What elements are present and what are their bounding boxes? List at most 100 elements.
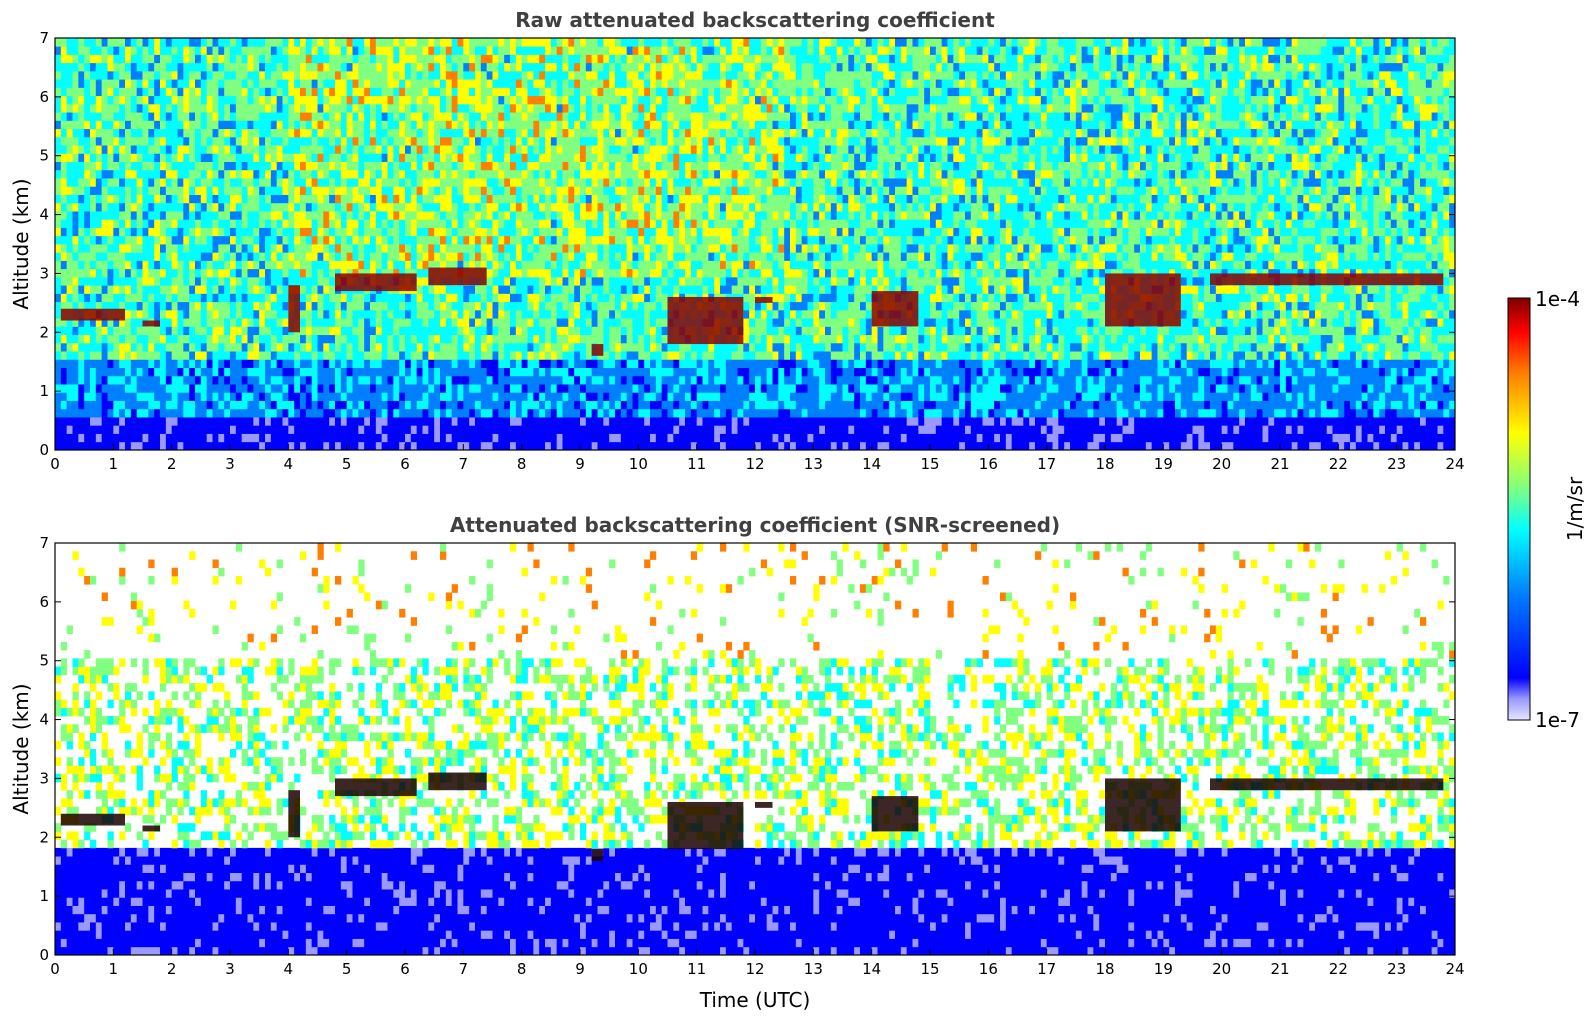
- heatmap-cell: [550, 285, 558, 294]
- heatmap-cell: [55, 169, 62, 179]
- heatmap-cell: [212, 293, 219, 303]
- heatmap-cell: [545, 161, 552, 171]
- heatmap-cell: [125, 202, 132, 212]
- heatmap-cell: [562, 318, 569, 327]
- heatmap-cell: [585, 293, 593, 303]
- heatmap-cell: [125, 136, 132, 146]
- heatmap-cell: [218, 153, 225, 162]
- heatmap-cell: [381, 392, 388, 401]
- heatmap-cell: [375, 128, 383, 138]
- heatmap-cell: [300, 318, 307, 327]
- heatmap-cell: [119, 120, 126, 130]
- heatmap-cell: [282, 178, 289, 187]
- heatmap-cell: [165, 260, 173, 270]
- heatmap-cell: [568, 384, 575, 393]
- heatmap-cell: [60, 120, 68, 130]
- heatmap-cell: [498, 244, 505, 253]
- heatmap-cell: [556, 161, 563, 171]
- heatmap-cell: [498, 161, 505, 171]
- heatmap-cell: [504, 178, 511, 187]
- heatmap-cell: [300, 169, 307, 179]
- heatmap-cell: [632, 145, 639, 154]
- heatmap-cell: [340, 79, 348, 88]
- heatmap-cell: [230, 384, 237, 393]
- heatmap-cell: [550, 400, 558, 410]
- heatmap-cell: [294, 227, 301, 237]
- heatmap-cell: [393, 169, 400, 179]
- heatmap-cell: [387, 161, 394, 171]
- heatmap-cell: [95, 334, 103, 344]
- heatmap-cell: [463, 120, 470, 130]
- heatmap-cell: [510, 268, 517, 278]
- heatmap-cell: [381, 95, 388, 105]
- heatmap-cell: [142, 112, 149, 121]
- heatmap-cell: [253, 145, 260, 154]
- heatmap-cell: [375, 384, 383, 393]
- heatmap-cell: [125, 161, 132, 171]
- heatmap-cell: [276, 136, 283, 146]
- heatmap-cell: [130, 136, 138, 146]
- heatmap-cell: [142, 186, 149, 195]
- heatmap-cell: [545, 252, 552, 261]
- heatmap-cell: [259, 95, 266, 105]
- heatmap-cell: [113, 359, 120, 368]
- heatmap-cell: [399, 79, 406, 88]
- heatmap-cell: [265, 375, 272, 385]
- heatmap-cell: [317, 38, 324, 47]
- heatmap-cell: [270, 145, 278, 154]
- heatmap-cell: [60, 392, 68, 401]
- heatmap-cell: [300, 178, 307, 187]
- heatmap-cell: [311, 285, 318, 294]
- heatmap-cell: [399, 211, 406, 220]
- heatmap-cell: [451, 433, 458, 443]
- heatmap-cell: [346, 342, 353, 352]
- heatmap-cell: [556, 211, 563, 220]
- heatmap-cell: [305, 235, 313, 245]
- heatmap-cell: [78, 95, 85, 105]
- heatmap-cell: [119, 70, 126, 80]
- heatmap-cell: [510, 252, 517, 261]
- heatmap-cell: [311, 128, 318, 138]
- heatmap-cell: [632, 87, 639, 97]
- heatmap-cell: [282, 219, 289, 228]
- heatmap-cell: [405, 120, 412, 130]
- heatmap-cell: [253, 38, 260, 47]
- heatmap-cell: [387, 342, 394, 352]
- heatmap-cell: [154, 392, 161, 401]
- heatmap-cell: [416, 252, 423, 261]
- heatmap-cell: [282, 202, 289, 212]
- heatmap-cell: [556, 326, 563, 336]
- heatmap-cell: [492, 95, 499, 105]
- heatmap-cell: [469, 400, 476, 410]
- heatmap-cell: [265, 367, 272, 377]
- heatmap-cell: [125, 186, 132, 195]
- heatmap-cell: [533, 318, 540, 327]
- heatmap-cell: [375, 326, 383, 336]
- heatmap-cell: [515, 178, 523, 187]
- heatmap-cell: [440, 342, 447, 352]
- heatmap-cell: [107, 120, 114, 130]
- heatmap-cell: [486, 46, 493, 55]
- heatmap-cell: [78, 211, 85, 220]
- heatmap-cell: [387, 145, 394, 154]
- heatmap-cell: [235, 351, 243, 360]
- heatmap-cell: [259, 145, 266, 154]
- heatmap-cell: [603, 186, 610, 195]
- heatmap-cell: [527, 252, 534, 261]
- heatmap-cell: [527, 417, 534, 426]
- heatmap-cell: [480, 211, 488, 220]
- heatmap-cell: [620, 145, 628, 154]
- heatmap-cell: [305, 384, 313, 393]
- heatmap-cell: [60, 375, 68, 385]
- heatmap-cell: [346, 359, 353, 368]
- heatmap-cell: [428, 211, 435, 220]
- heatmap-cell: [410, 202, 418, 212]
- heatmap-cell: [212, 268, 219, 278]
- heatmap-cell: [463, 38, 470, 47]
- heatmap-cell: [142, 441, 149, 450]
- heatmap-cell: [247, 153, 254, 162]
- heatmap-cell: [66, 186, 73, 195]
- heatmap-cell: [66, 211, 73, 220]
- heatmap-cell: [206, 375, 213, 385]
- heatmap-cell: [422, 276, 429, 286]
